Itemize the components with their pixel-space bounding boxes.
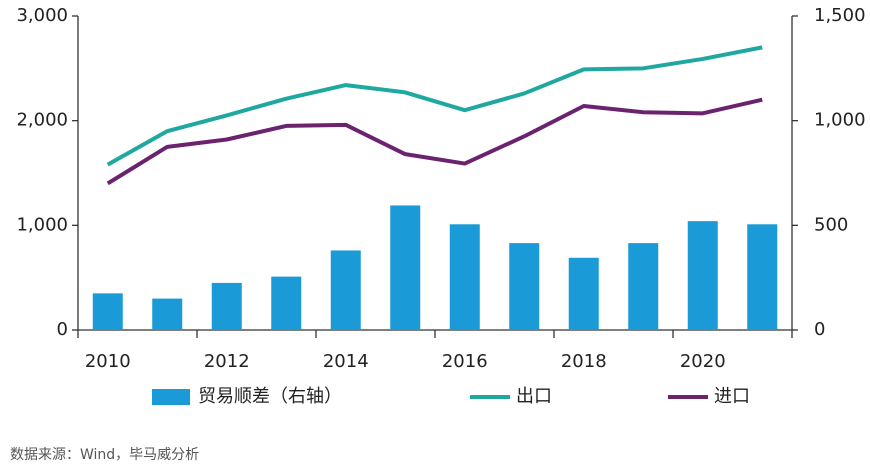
bar bbox=[211, 282, 242, 330]
y-tick-label: 0 bbox=[57, 319, 68, 340]
y2-tick-label: 1,000 bbox=[814, 110, 866, 131]
legend-swatch bbox=[152, 389, 190, 405]
x-tick-label: 2012 bbox=[204, 351, 250, 372]
line bbox=[106, 45, 763, 167]
y2-tick-label: 500 bbox=[814, 214, 848, 235]
x-tick-label: 2014 bbox=[323, 351, 369, 372]
bar bbox=[152, 298, 183, 330]
y-tick-label: 3,000 bbox=[16, 5, 68, 26]
y-tick-label: 1,000 bbox=[16, 214, 68, 235]
bar bbox=[449, 224, 480, 330]
line bbox=[106, 97, 763, 186]
x-tick-label: 2020 bbox=[680, 351, 726, 372]
bar bbox=[271, 276, 302, 330]
y-tick-label: 2,000 bbox=[16, 110, 68, 131]
bar bbox=[390, 205, 421, 330]
x-tick-label: 2018 bbox=[561, 351, 607, 372]
bar bbox=[747, 224, 778, 330]
bar bbox=[330, 250, 361, 330]
bar bbox=[687, 221, 718, 330]
source-note: 数据来源：Wind，毕马威分析 bbox=[10, 447, 199, 463]
x-tick-label: 2010 bbox=[85, 351, 131, 372]
legend-label: 进口 bbox=[714, 386, 750, 407]
bar bbox=[509, 243, 540, 330]
bar bbox=[628, 243, 659, 330]
bar bbox=[568, 257, 599, 330]
y2-tick-label: 0 bbox=[814, 319, 825, 340]
y2-tick-label: 1,500 bbox=[814, 5, 866, 26]
bar bbox=[92, 293, 123, 330]
legend-label: 贸易顺差（右轴） bbox=[198, 386, 342, 407]
legend-label: 出口 bbox=[516, 386, 552, 407]
x-tick-label: 2016 bbox=[442, 351, 488, 372]
